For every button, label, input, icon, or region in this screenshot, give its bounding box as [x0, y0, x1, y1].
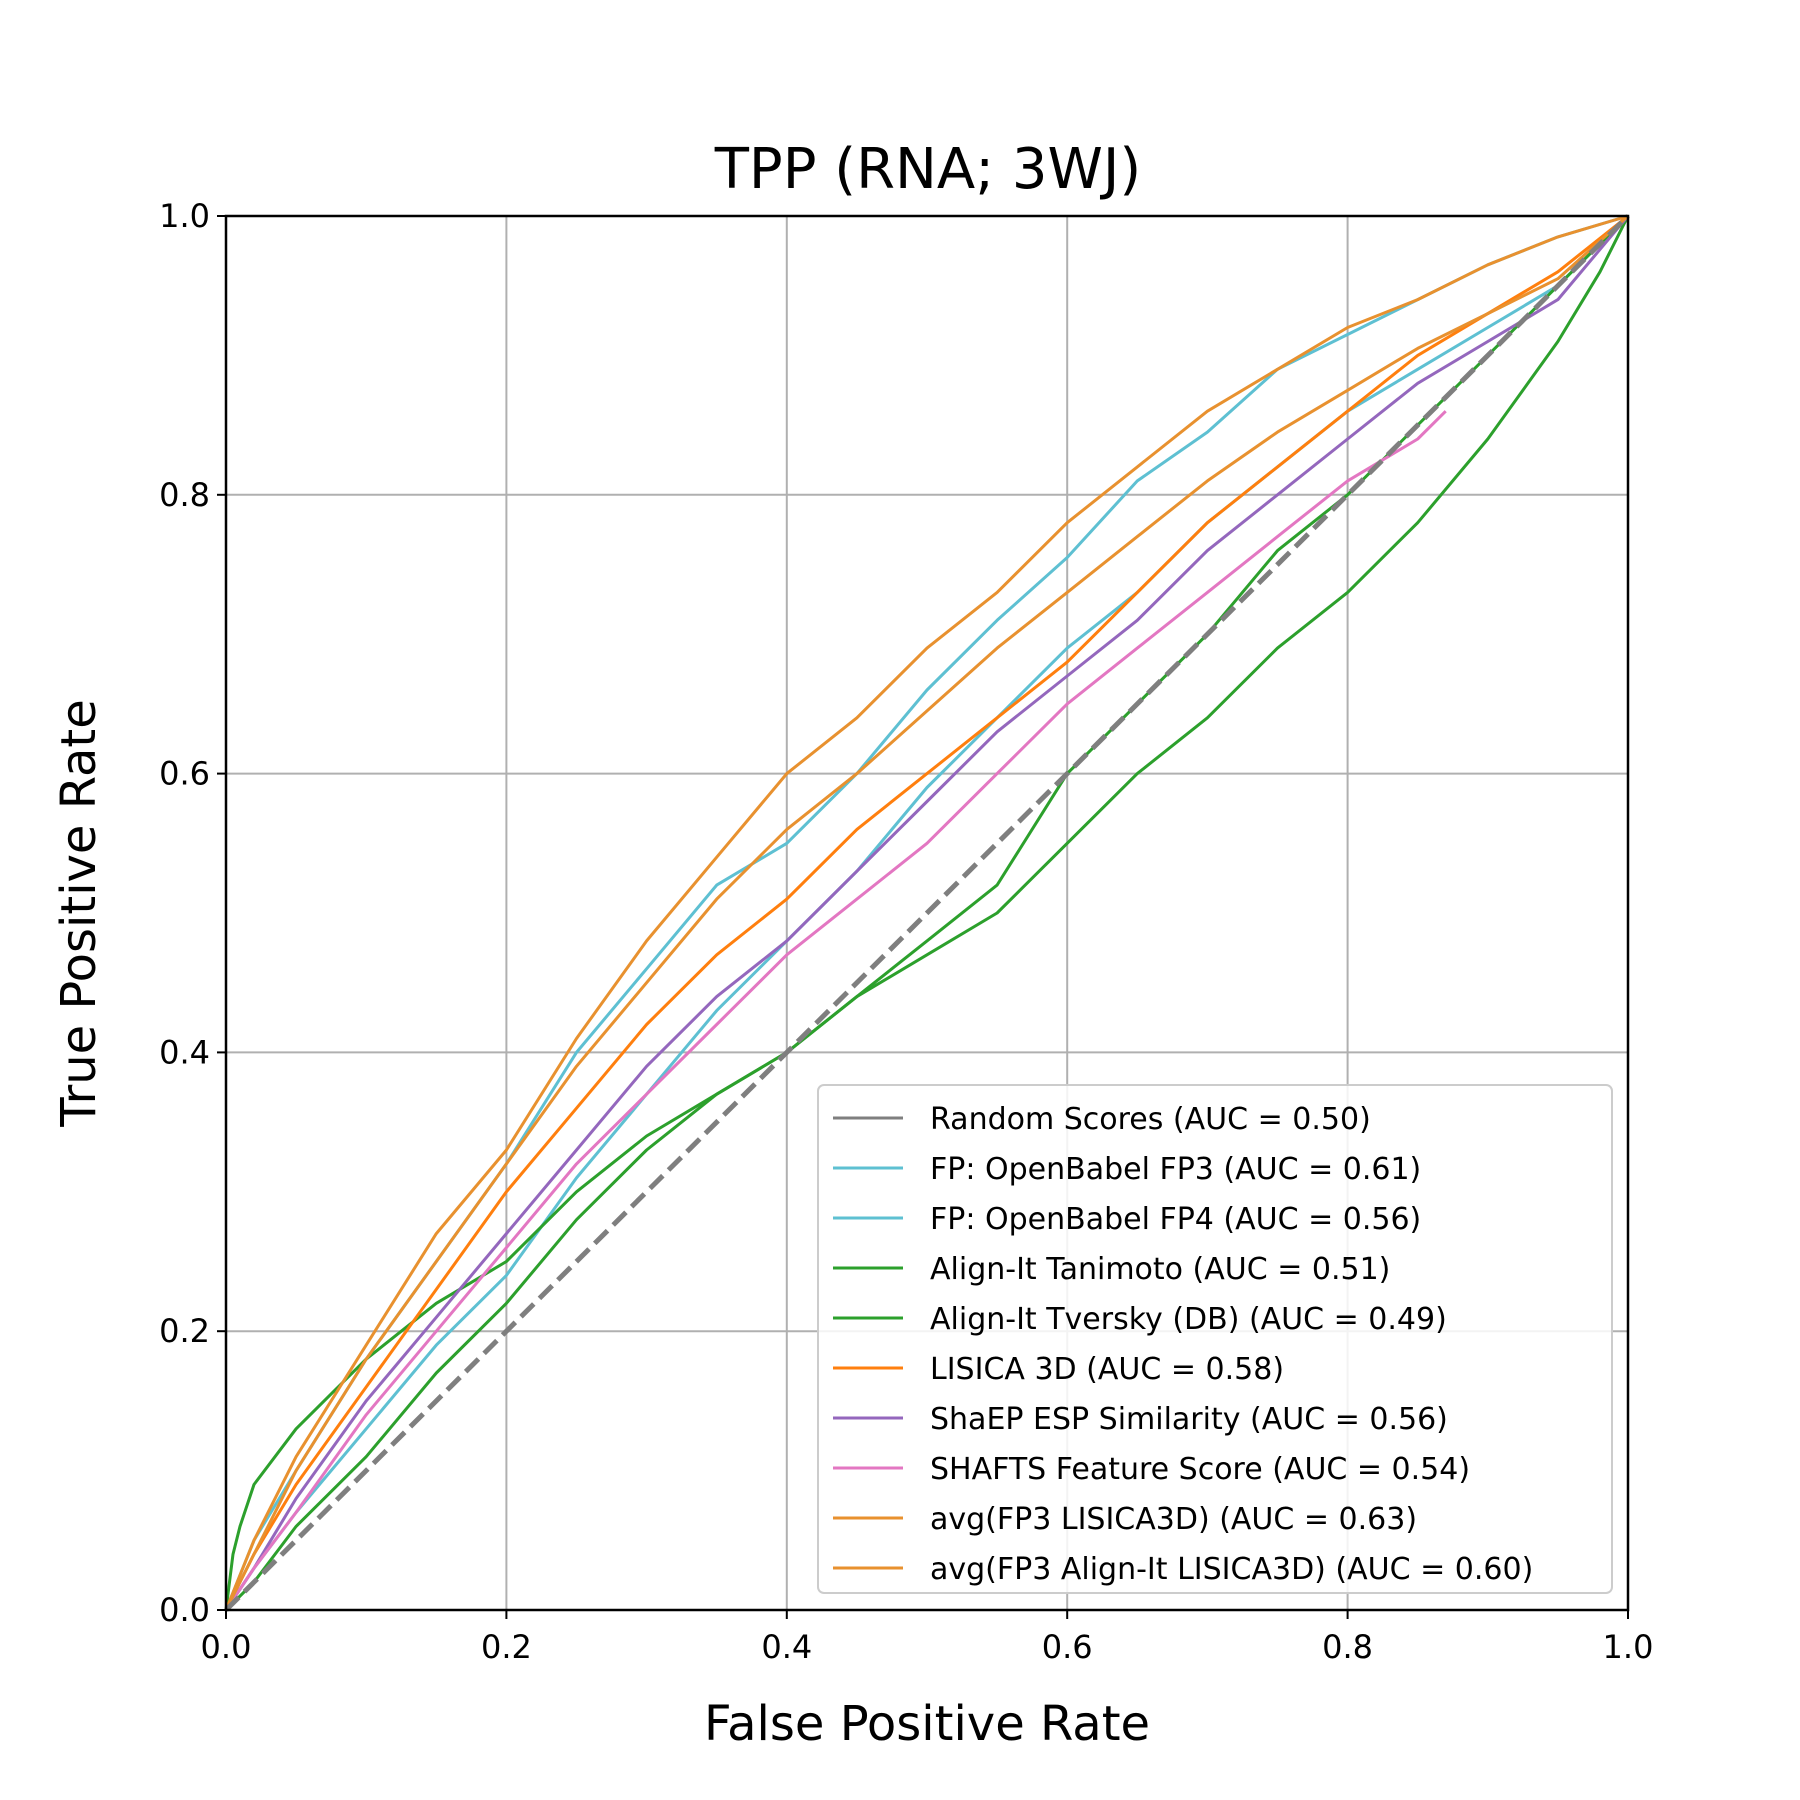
- series-line-8: [224, 214, 1629, 1611]
- legend-entry: FP: OpenBabel FP3 (AUC = 0.61): [930, 1152, 1421, 1187]
- x-tick-label: 1.0: [1603, 1628, 1654, 1666]
- legend-box: [817, 1084, 1613, 1594]
- series-line-5: [224, 214, 1629, 1611]
- legend-entry: Align-It Tversky (DB) (AUC = 0.49): [930, 1302, 1447, 1337]
- y-tick-label: 0.2: [159, 1312, 210, 1350]
- y-tick-label: 0.4: [159, 1033, 210, 1071]
- x-tick-label: 0.6: [1042, 1628, 1093, 1666]
- series-line-9: [224, 214, 1630, 1611]
- x-tick-label: 0.4: [761, 1628, 812, 1666]
- series-line-4: [224, 215, 1630, 1612]
- y-axis-title: True Positive Rate: [51, 699, 107, 1128]
- chart-title: TPP (RNA; 3WJ): [714, 137, 1142, 202]
- y-tick-label: 1.0: [159, 197, 210, 235]
- x-tick-label: 0.8: [1322, 1628, 1373, 1666]
- plot-frame: [224, 214, 1630, 1612]
- y-tick-label: 0.8: [159, 476, 210, 514]
- legend-entry: avg(FP3 Align-It LISICA3D) (AUC = 0.60): [930, 1552, 1533, 1587]
- legend-entry: avg(FP3 LISICA3D) (AUC = 0.63): [930, 1502, 1417, 1537]
- legend-entry: FP: OpenBabel FP4 (AUC = 0.56): [930, 1202, 1421, 1237]
- series-lines: [224, 214, 1630, 1612]
- y-tick-label: 0.6: [159, 755, 210, 793]
- series-line-2: [224, 214, 1630, 1611]
- legend-entry: SHAFTS Feature Score (AUC = 0.54): [930, 1452, 1470, 1487]
- series-line-0: [224, 214, 1630, 1612]
- y-axis: 0.0 0.2 0.4 0.6 0.8 1.0: [159, 197, 226, 1629]
- x-tick-label: 0.0: [201, 1628, 252, 1666]
- legend-entry: Align-It Tanimoto (AUC = 0.51): [930, 1252, 1390, 1287]
- x-axis: 0.0 0.2 0.4 0.6 0.8 1.0: [201, 1610, 1654, 1666]
- series-line-6: [224, 215, 1630, 1611]
- series-line-7: [224, 410, 1447, 1611]
- legend-entry: ShaEP ESP Similarity (AUC = 0.56): [930, 1402, 1448, 1437]
- x-tick-label: 0.2: [481, 1628, 532, 1666]
- x-axis-title: False Positive Rate: [704, 1696, 1150, 1752]
- legend-entry: LISICA 3D (AUC = 0.58): [930, 1352, 1284, 1387]
- y-tick-label: 0.0: [159, 1591, 210, 1629]
- legend: Random Scores (AUC = 0.50) FP: OpenBabel …: [817, 1084, 1613, 1594]
- legend-entry: Random Scores (AUC = 0.50): [930, 1102, 1371, 1137]
